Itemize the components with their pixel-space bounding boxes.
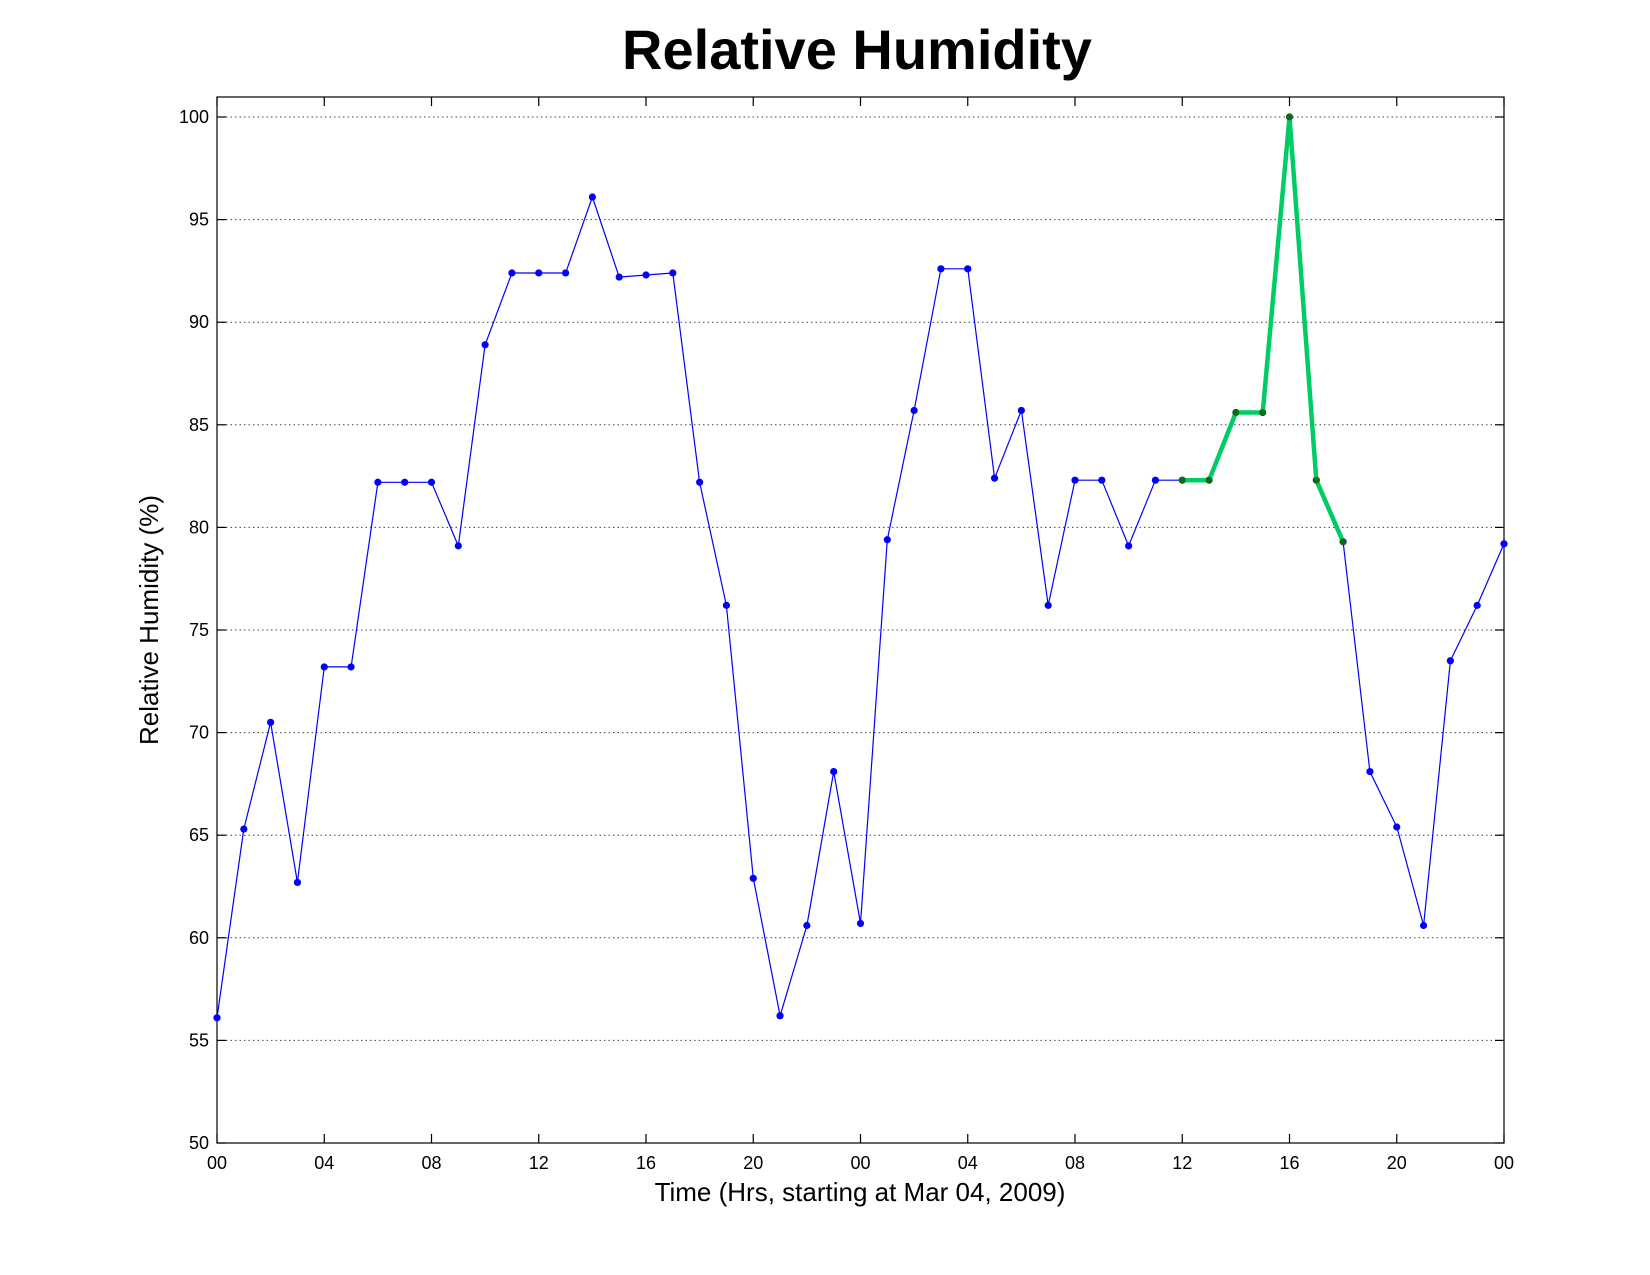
series-0-point: [267, 718, 275, 726]
x-axis-ticks: 00 04 08 12 16 20 00 04 08 12 16 20 00: [207, 97, 1514, 1173]
y-axis-ticks: 50 55 60 65 70 75 80 85 90 95 100: [179, 107, 1504, 1153]
x-tick-label: 16: [1279, 1153, 1299, 1173]
series-0-point: [481, 341, 489, 349]
series-0-point: [937, 265, 945, 273]
series-0-point: [1125, 542, 1133, 550]
series-0-point: [1393, 823, 1401, 831]
y-tick-label: 60: [189, 928, 209, 948]
series-1-point: [1286, 113, 1293, 121]
y-tick-label: 70: [189, 723, 209, 743]
series-0-point: [1071, 476, 1079, 484]
series-0-point: [240, 825, 248, 833]
series-0-point: [1500, 540, 1508, 548]
x-axis-label: Time (Hrs, starting at Mar 04, 2009): [655, 1177, 1066, 1207]
series-1-point: [1312, 476, 1320, 484]
series-0-point: [320, 663, 328, 671]
series-0-point: [642, 271, 650, 279]
series-1-point: [1178, 476, 1186, 484]
y-axis-label: Relative Humidity (%): [134, 495, 164, 745]
x-tick-label: 08: [1065, 1153, 1085, 1173]
grid-lines: [217, 116, 1504, 1041]
chart-title: Relative Humidity: [622, 18, 1092, 81]
x-tick-label: 00: [1494, 1153, 1514, 1173]
series-0-point: [615, 273, 623, 281]
series-0-point: [669, 269, 677, 277]
series-0-point: [803, 921, 811, 930]
series-0-point: [454, 542, 462, 550]
series-0-point: [293, 878, 302, 886]
series-0-point: [856, 919, 865, 928]
series-0-point: [1473, 601, 1481, 609]
y-tick-label: 75: [189, 620, 209, 640]
y-tick-label: 95: [189, 210, 209, 230]
x-tick-label: 04: [958, 1153, 978, 1173]
x-tick-label: 00: [850, 1153, 870, 1173]
data-series: [213, 113, 1508, 1022]
series-0-point: [508, 269, 516, 277]
y-tick-label: 65: [189, 825, 209, 845]
series-1-point: [1259, 409, 1267, 416]
series-0-point: [374, 478, 382, 486]
series-0-point: [427, 478, 436, 486]
plot-frame: [216, 96, 1505, 1144]
series-0-point: [990, 474, 999, 482]
series-0-point: [561, 269, 570, 277]
x-tick-label: 00: [207, 1153, 227, 1173]
series-0-point: [535, 269, 543, 277]
y-tick-label: 55: [189, 1030, 209, 1050]
series-0-point: [1017, 406, 1025, 415]
series-0-point: [1366, 767, 1374, 776]
series-1-point: [1205, 476, 1213, 484]
series-1-point: [1232, 409, 1240, 416]
y-tick-label: 80: [189, 517, 209, 537]
series-1-point: [1339, 538, 1347, 546]
x-tick-label: 08: [421, 1153, 441, 1173]
y-tick-label: 90: [189, 312, 209, 332]
series-0-point: [964, 265, 972, 273]
y-tick-label: 100: [179, 107, 209, 127]
y-tick-label: 85: [189, 415, 209, 435]
x-tick-label: 04: [314, 1153, 334, 1173]
series-0-point: [696, 478, 704, 486]
series-0-point: [722, 601, 731, 609]
series-0-point: [1446, 657, 1454, 665]
series-0-point: [910, 406, 918, 415]
series-0-point: [401, 478, 409, 486]
series-0-point: [588, 193, 596, 201]
series-0-line: [216, 116, 1505, 1018]
x-tick-label: 12: [1172, 1153, 1192, 1173]
series-0-point: [830, 767, 838, 776]
series-0-point: [213, 1014, 221, 1022]
y-tick-label: 50: [189, 1133, 209, 1153]
x-tick-label: 16: [636, 1153, 656, 1173]
x-tick-label: 20: [1387, 1153, 1407, 1173]
series-0-point: [1098, 476, 1106, 484]
series-0-point: [1419, 921, 1428, 930]
series-0-point: [1151, 476, 1160, 484]
series-0-point: [776, 1012, 784, 1020]
series-0-point: [883, 536, 891, 544]
series-0-point: [1044, 601, 1052, 609]
series-0-point: [347, 663, 355, 671]
x-tick-label: 20: [743, 1153, 763, 1173]
series-0-point: [749, 874, 757, 882]
x-tick-label: 12: [529, 1153, 549, 1173]
